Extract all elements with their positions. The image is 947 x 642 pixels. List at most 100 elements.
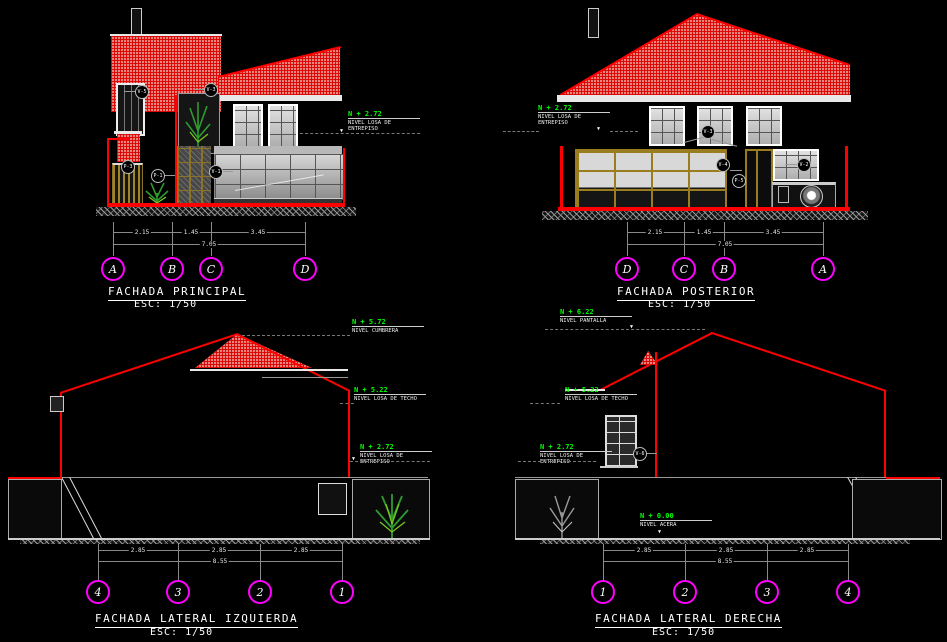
fascia [218, 95, 342, 101]
stone-column [177, 146, 211, 205]
level-value: N + 5.72 [352, 318, 386, 326]
fascia [190, 369, 348, 371]
ground-floor-line [8, 477, 428, 478]
level-name: NIVEL LOSA DE ENTREPISO [540, 451, 612, 465]
brick-gable [560, 14, 850, 95]
view-scale: ESC: 1/50 [134, 299, 198, 310]
level-dashed-line [530, 403, 560, 404]
dimension-value: 2.85 [634, 547, 654, 554]
axis-marker: 2 [248, 580, 272, 604]
kitchen-window [773, 149, 819, 181]
glazing-sill [214, 198, 342, 204]
stair-bay-window [178, 93, 220, 154]
ground-floor-line [515, 477, 940, 478]
callout-door: P-5 [732, 174, 746, 188]
soffit-line [262, 377, 348, 378]
glazed-wall [214, 154, 344, 200]
level-label: N + 2.72 NIVEL LOSA DE ENTREPISO [360, 443, 432, 465]
glazing-header [214, 146, 342, 154]
wall-edge-red [107, 138, 109, 204]
dimension-value: 2.15 [645, 229, 665, 236]
callout-door: P-1 [151, 169, 165, 183]
ground-hatch [96, 207, 356, 216]
dimension-total: 8.55 [715, 558, 735, 565]
callout-leader [124, 91, 136, 92]
dimension-value: 2.85 [797, 547, 817, 554]
ground-line [8, 538, 430, 540]
level-label: N + 5.72 NIVEL CUMBRERA [352, 318, 424, 334]
upper-window [649, 106, 685, 146]
garden-wall [852, 479, 942, 540]
callout-window: V-3 [204, 83, 218, 97]
fascia [557, 95, 851, 102]
callout-leader [730, 170, 742, 171]
level-arrow-icon: ▼ [352, 456, 356, 462]
plant-icon [549, 495, 575, 538]
level-name: NIVEL LOSA DE ENTREPISO [360, 451, 432, 465]
axis-marker: 4 [86, 580, 110, 604]
level-value: N + 5.22 [354, 386, 388, 394]
axis-marker: B [712, 257, 736, 281]
dimension-value: 2.85 [716, 547, 736, 554]
level-arrow-icon: ▼ [630, 324, 634, 330]
plant-icon [185, 102, 211, 150]
stair-line [69, 477, 103, 541]
level-label: N + 5.22 NIVEL LOSA DE TECHO [565, 386, 637, 402]
level-dashed-line [300, 133, 420, 134]
level-dashed-line [242, 335, 350, 336]
callout-door: P-3 [121, 160, 135, 174]
axis-marker: D [293, 257, 317, 281]
upper-window [746, 106, 782, 146]
ground-hatch [542, 211, 868, 220]
garden-wall [8, 479, 62, 540]
axis-marker: D [615, 257, 639, 281]
axis-marker: A [811, 257, 835, 281]
extension-line [684, 222, 685, 256]
level-value: N + 0.00 [640, 512, 674, 520]
brick-wall [111, 36, 221, 112]
dimension-line [113, 232, 305, 233]
parapet-line [110, 34, 222, 36]
wall-edge-red [60, 393, 62, 477]
level-arrow-icon: ▼ [597, 126, 601, 132]
callout-window: V-2 [797, 158, 811, 172]
level-name: NIVEL LOSA DE TECHO [565, 394, 637, 402]
fascia [565, 389, 605, 391]
view-scale: ESC: 1/50 [648, 299, 712, 310]
level-label: N + 2.72 NIVEL LOSA DE ENTREPISO [348, 110, 420, 132]
wall-edge-red [348, 391, 350, 477]
axis-marker: C [199, 257, 223, 281]
level-name: NIVEL CUMBRERA [352, 326, 424, 334]
extension-line [823, 222, 824, 256]
level-value: N + 2.72 [348, 110, 382, 118]
level-label: N + 0.00 NIVEL ACERA [640, 512, 712, 528]
dimension-value: 1.45 [694, 229, 714, 236]
extension-line [848, 544, 849, 584]
level-name: NIVEL ACERA [640, 520, 712, 528]
brick-pier [117, 134, 140, 162]
extension-line [685, 544, 686, 584]
wall-edge-red [343, 148, 345, 204]
level-name: NIVEL LOSA DE TECHO [354, 394, 426, 402]
back-door [745, 149, 773, 212]
level-dashed-line [503, 131, 539, 132]
dimension-total: 7.05 [199, 241, 219, 248]
callout-leader [785, 164, 797, 165]
level-label: N + 6.22 NIVEL PANTALLA [560, 308, 632, 324]
wall-edge-red [175, 95, 177, 205]
level-dashed-line [340, 403, 354, 404]
dimension-value: 3.45 [763, 229, 783, 236]
wall-edge-red [107, 138, 129, 140]
callout-window: V-6 [633, 447, 647, 461]
ground-hatch [540, 540, 910, 544]
base-red-band [558, 207, 850, 211]
axis-marker: 2 [673, 580, 697, 604]
view-title: FACHADA LATERAL DERECHA [595, 612, 782, 628]
plant-icon [375, 494, 409, 538]
level-label: N + 5.22 NIVEL LOSA DE TECHO [354, 386, 426, 402]
dimension-value: 1.45 [181, 229, 201, 236]
axis-marker: A [101, 257, 125, 281]
wood-window-wall [575, 149, 727, 212]
extension-line [211, 222, 212, 256]
